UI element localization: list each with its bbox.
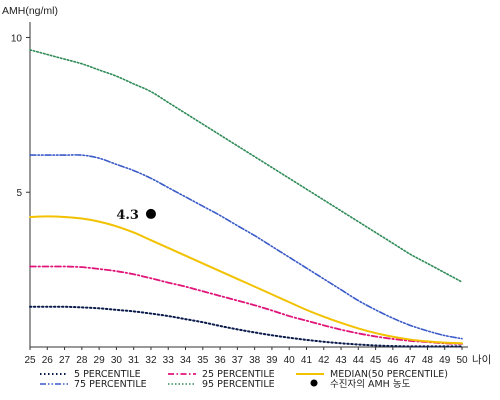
legend-swatch-patient-amh (310, 379, 318, 387)
legend-label-25-percentile: 25 PERCENTILE (202, 369, 275, 380)
x-tick-label: 47 (405, 355, 417, 366)
series-line-75-percentile (29, 154, 463, 340)
data-points: 4.3 (116, 208, 156, 223)
x-tick-label: 42 (318, 355, 330, 366)
x-tick-label: 40 (284, 355, 296, 366)
x-tick-label: 27 (59, 355, 71, 366)
x-tick-label: 48 (422, 355, 434, 366)
y-tick-label: 5 (16, 188, 22, 199)
patient-amh-point (145, 208, 156, 219)
x-ticks: 25 26 27 28 29 30 31 32 33 34 35 36 37 38 39 40 41 42 43 44… (24, 347, 468, 366)
x-tick-label: 41 (301, 355, 313, 366)
series-line-25-percentile (29, 265, 463, 345)
x-tick-label: 34 (180, 355, 192, 366)
x-tick-label: 25 (24, 355, 36, 366)
y-axis-title: AMH(ng/ml) (2, 5, 58, 17)
y-tick-label: 10 (11, 33, 23, 44)
x-tick-label: 49 (439, 355, 451, 366)
y-ticks: 5 10 (11, 33, 30, 199)
x-tick-label: 28 (76, 355, 88, 366)
x-tick-label: 33 (163, 355, 175, 366)
x-tick-label: 36 (215, 355, 227, 366)
series-line-median-50-percentile (29, 215, 463, 345)
legend-label-95-percentile: 95 PERCENTILE (202, 379, 275, 390)
x-axis-title: 나이 (472, 354, 491, 366)
x-tick-label: 29 (94, 355, 106, 366)
x-tick-label: 30 (111, 355, 123, 366)
series-lines (29, 49, 463, 348)
x-tick-label: 46 (387, 355, 399, 366)
patient-amh-value-label: 4.3 (116, 208, 139, 223)
axes: AMH(ng/ml) 나이 (2, 5, 491, 366)
x-tick-label: 44 (353, 355, 365, 366)
series-line-95-percentile (29, 49, 463, 283)
x-tick-label: 35 (197, 355, 209, 366)
x-tick-label: 39 (266, 355, 278, 366)
x-tick-label: 43 (335, 355, 347, 366)
x-tick-label: 45 (370, 355, 382, 366)
legend-label-patient-amh: 수진자의 AMH 농도 (330, 379, 411, 390)
x-tick-label: 50 (456, 355, 468, 366)
x-tick-label: 31 (128, 355, 140, 366)
series-line-5-percentile (29, 305, 463, 348)
legend-label-75-percentile: 75 PERCENTILE (74, 379, 147, 390)
x-tick-label: 32 (145, 355, 157, 366)
x-tick-label: 26 (42, 355, 54, 366)
legend: 5 PERCENTILE 25 PERCENTILE MEDIAN(50 PERCE… (40, 369, 448, 390)
legend-label-5-percentile: 5 PERCENTILE (74, 369, 141, 380)
x-tick-label: 38 (249, 355, 261, 366)
x-tick-label: 37 (232, 355, 244, 366)
legend-label-median-50-percentile: MEDIAN(50 PERCENTILE) (330, 369, 448, 380)
